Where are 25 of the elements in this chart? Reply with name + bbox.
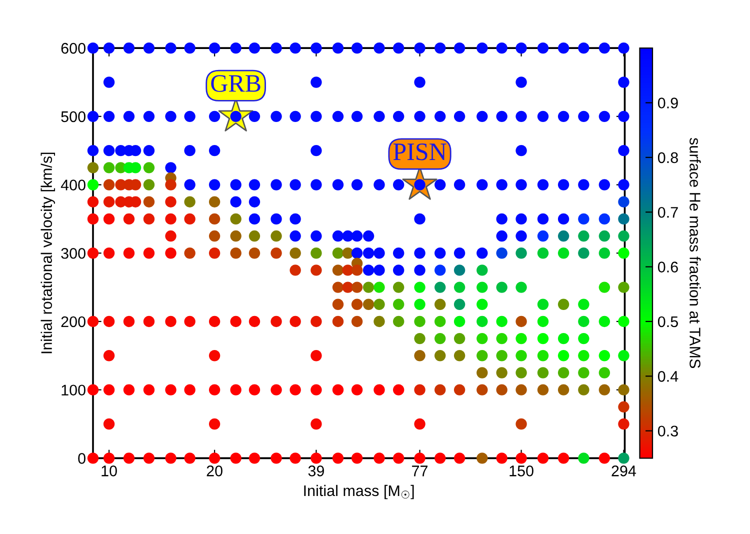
y-tick-label: 600 bbox=[61, 42, 86, 54]
y-axis-title: Initial rotational velocity [km/s] bbox=[40, 152, 56, 354]
y-tick-label: 200 bbox=[61, 316, 86, 328]
annotation: PISN bbox=[393, 143, 446, 160]
color-bar-label: 0.9 bbox=[658, 98, 678, 108]
x-tick-label: 10 bbox=[102, 466, 117, 476]
color-bar-label: 0.7 bbox=[658, 206, 678, 218]
x-tick-label: 150 bbox=[510, 466, 534, 476]
y-tick-label: 400 bbox=[60, 180, 86, 190]
color-bar-label: 0.4 bbox=[658, 371, 678, 382]
x-tick-label: 77 bbox=[412, 466, 428, 476]
color-bar-label: 0.3 bbox=[658, 426, 678, 437]
color-bar-title: surface He mass fraction at TAMS bbox=[690, 138, 701, 368]
x-tick-label: 39 bbox=[308, 466, 324, 476]
y-tick-label: 300 bbox=[61, 248, 86, 259]
color-bar-label: 0.6 bbox=[658, 262, 678, 272]
x-tick-label: 20 bbox=[206, 466, 222, 476]
y-tick-label: 500 bbox=[61, 111, 86, 122]
annotation: GRB bbox=[211, 75, 260, 92]
color-bar-label: 0.8 bbox=[658, 152, 678, 164]
y-tick-label: 0 bbox=[78, 453, 86, 464]
color-bar-label: 0.5 bbox=[658, 316, 678, 328]
x-tick-label: 294 bbox=[612, 466, 636, 476]
x-axis-title: Initial mass [M$_{☉}$] bbox=[304, 484, 414, 500]
y-tick-label: 100 bbox=[62, 384, 86, 396]
